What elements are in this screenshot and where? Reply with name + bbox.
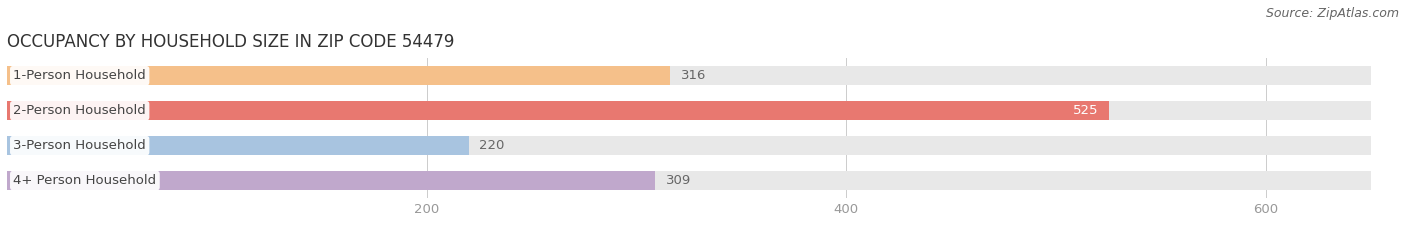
Text: 3-Person Household: 3-Person Household [13,139,146,152]
Bar [7,171,1371,190]
Text: 4+ Person Household: 4+ Person Household [13,174,156,187]
Bar [7,136,468,155]
Bar [7,101,1108,120]
Text: OCCUPANCY BY HOUSEHOLD SIZE IN ZIP CODE 54479: OCCUPANCY BY HOUSEHOLD SIZE IN ZIP CODE … [7,33,454,51]
Text: Source: ZipAtlas.com: Source: ZipAtlas.com [1265,7,1399,20]
Bar [7,66,1371,85]
Bar [7,101,1371,120]
Text: 525: 525 [1073,104,1098,117]
Bar [7,171,655,190]
Text: 316: 316 [681,69,706,82]
Bar [7,136,1371,155]
Text: 220: 220 [479,139,505,152]
Bar [7,66,671,85]
Text: 1-Person Household: 1-Person Household [13,69,146,82]
Text: 309: 309 [666,174,692,187]
Text: 2-Person Household: 2-Person Household [13,104,146,117]
